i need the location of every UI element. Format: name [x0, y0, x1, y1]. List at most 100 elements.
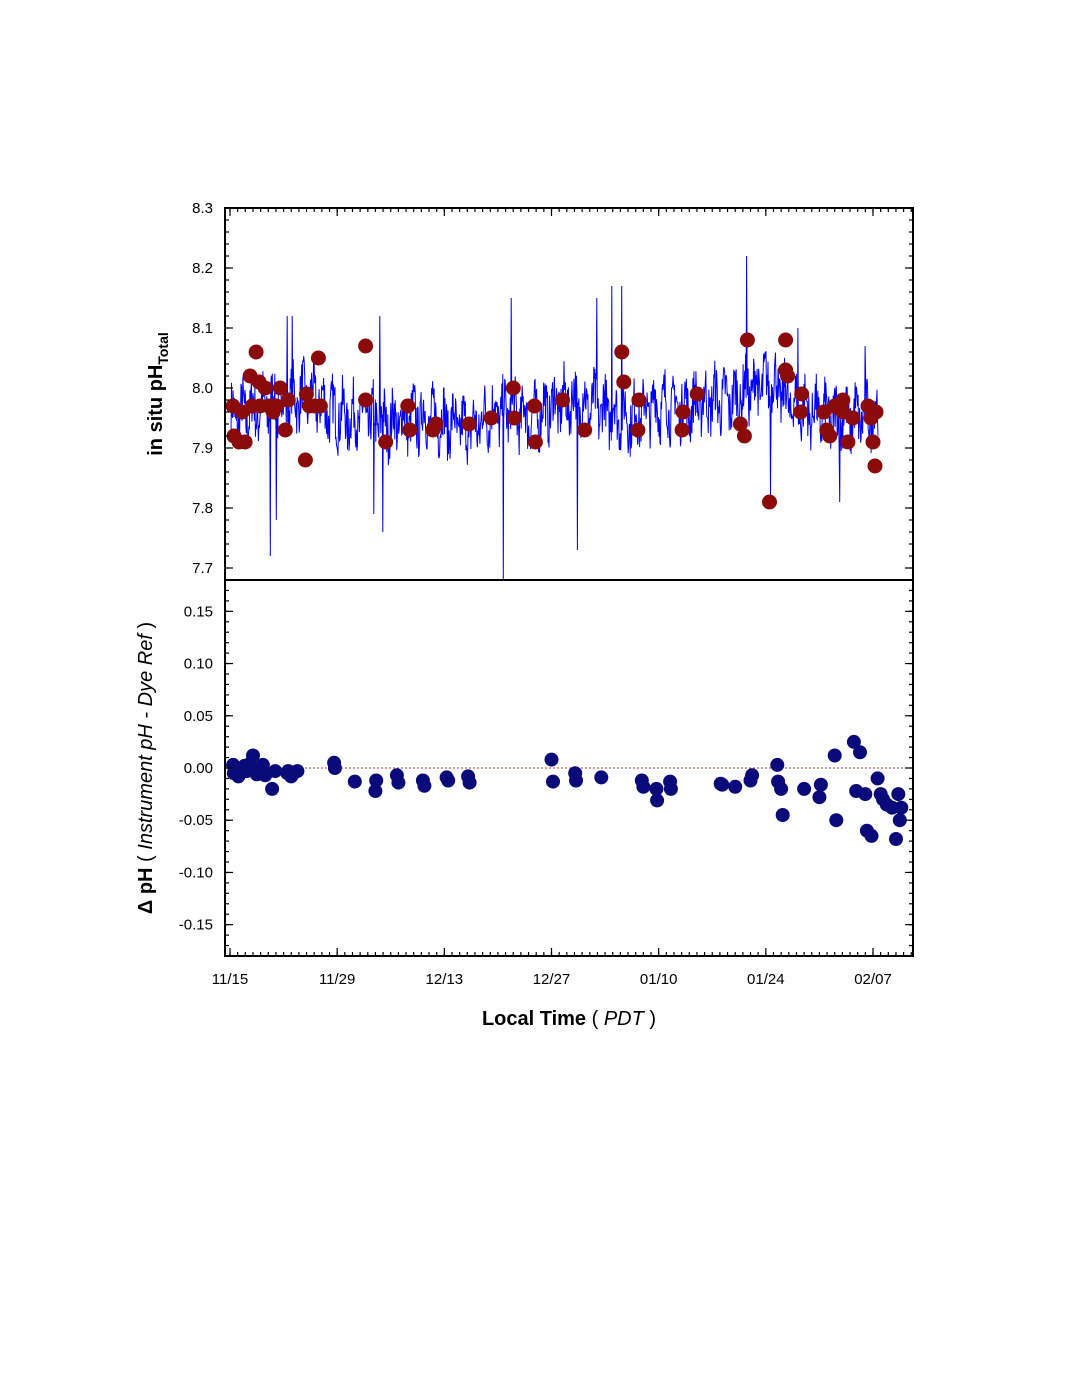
dye-ref-point [428, 416, 444, 432]
top-y-axis-title: in situ pHTotal [145, 332, 171, 456]
delta-ph-point [546, 774, 560, 789]
dye-ref-point [358, 392, 374, 408]
dye-ref-point [257, 380, 273, 396]
x-tick-label: 02/07 [854, 971, 892, 988]
delta-ph-point [663, 781, 678, 796]
delta-ph-point [774, 781, 789, 796]
bottom-ylabel-close-paren: ) [135, 622, 157, 634]
top-y-tick-label: 7.7 [192, 560, 213, 577]
delta-ph-point [894, 800, 909, 815]
dye-ref-point [378, 434, 394, 450]
bottom-y-axis-title: Δ pH ( Instrument pH - Dye Ref ) [135, 622, 157, 914]
bottom-y-tick-label: -0.05 [179, 812, 213, 829]
bottom-y-tick-label: 0.15 [184, 603, 213, 620]
dye-ref-point [280, 392, 296, 408]
dye-ref-point [358, 338, 374, 354]
bottom-y-tick-label: 0.10 [184, 656, 213, 673]
delta-ph-point [649, 781, 664, 796]
x-tick-label: 12/27 [533, 971, 571, 988]
dye-ref-point [865, 434, 881, 450]
bottom-ylabel-paren: Instrument pH - Dye Ref [135, 632, 157, 850]
dye-ref-point [739, 332, 755, 348]
dye-ref-point [268, 398, 284, 414]
dye-ref-point [277, 422, 293, 438]
xlabel-close-paren: ) [644, 1008, 656, 1030]
delta-ph-point [347, 774, 362, 789]
top-y-tick-label: 7.9 [192, 440, 213, 457]
bottom-y-tick-label: -0.15 [179, 917, 213, 934]
bottom-y-tick-label: -0.10 [179, 864, 213, 881]
top-continuous-line [230, 255, 879, 581]
top-scatter-points [225, 332, 884, 510]
xlabel-unit: PDT [604, 1008, 646, 1030]
delta-ph-point [728, 779, 743, 794]
dye-ref-point [868, 404, 884, 420]
dye-ref-point [527, 434, 543, 450]
delta-ph-point [715, 777, 730, 792]
dye-ref-point [762, 494, 777, 510]
delta-ph-point [441, 773, 456, 788]
bottom-ylabel-prefix: Δ pH [135, 868, 157, 915]
delta-ph-point [569, 773, 583, 788]
delta-ph-point [846, 734, 861, 749]
delta-ph-point [889, 832, 903, 846]
x-tick-label: 01/10 [640, 971, 678, 988]
top-y-tick-label: 8.3 [192, 200, 213, 217]
dye-ref-point [312, 398, 328, 414]
dye-ref-point [400, 398, 416, 414]
delta-ph-point [827, 748, 842, 763]
dye-ref-point [736, 428, 752, 444]
delta-ph-point [417, 778, 432, 793]
delta-ph-point [745, 768, 760, 783]
bottom-plot-frame [224, 579, 914, 957]
delta-ph-point [797, 781, 812, 796]
delta-ph-point [290, 764, 305, 779]
delta-ph-point [594, 770, 609, 785]
delta-ph-point [544, 752, 559, 767]
bottom-y-tick-label: 0.05 [184, 708, 213, 725]
delta-ph-point [813, 777, 828, 792]
delta-ph-point [268, 764, 283, 779]
x-tick-label: 11/29 [319, 971, 355, 988]
top-panel: 7.7 7.8 7.9 8.0 8.1 8.2 8.3 in situ pHTotal [145, 200, 914, 581]
dye-ref-point [867, 458, 883, 474]
delta-ph-point [368, 784, 383, 798]
dye-ref-point [614, 344, 630, 360]
dye-ref-point [793, 404, 809, 420]
delta-ph-point [255, 757, 270, 772]
dye-ref-point [674, 422, 690, 438]
bottom-y-ticks: -0.15 -0.10 -0.05 0.00 0.05 0.10 0.15 [179, 589, 913, 947]
dye-ref-point [778, 332, 794, 348]
dye-ref-point [835, 392, 851, 408]
delta-ph-point [858, 787, 873, 802]
xlabel-main: Local Time [482, 1008, 586, 1030]
delta-ph-point [829, 813, 844, 828]
delta-ph-point [853, 745, 867, 760]
dye-ref-point [675, 404, 691, 420]
dye-ref-point [526, 398, 542, 414]
dye-ref-point [237, 434, 253, 450]
dye-ref-point [506, 410, 522, 426]
dye-ref-point [816, 404, 832, 420]
dye-ref-point [689, 386, 705, 402]
dye-ref-point [794, 386, 810, 402]
delta-ph-point [265, 781, 280, 796]
dye-ref-point [631, 392, 647, 408]
delta-ph-point [636, 779, 651, 794]
x-axis-title: Local Time ( PDT ) [482, 1008, 656, 1030]
dye-ref-point [577, 422, 593, 438]
top-y-tick-label: 8.2 [192, 260, 213, 277]
dye-ref-point [555, 392, 571, 408]
dye-ref-point [248, 344, 264, 360]
x-tick-label: 11/15 [212, 971, 248, 988]
dye-ref-point [297, 452, 313, 468]
dye-ref-point [840, 434, 856, 450]
dye-ref-point [845, 410, 861, 426]
bottom-ylabel-open-paren: ( [135, 850, 157, 868]
bottom-panel: -0.15-0.10-0.050.000.050.100.15 11/15 11/… [135, 208, 914, 1030]
x-axis-ticks: 11/15 11/29 12/13 12/27 01/10 01/24 02/07 [212, 208, 912, 988]
dye-ref-point [630, 422, 646, 438]
delta-ph-point [775, 808, 790, 822]
bottom-scatter-points [226, 734, 909, 846]
